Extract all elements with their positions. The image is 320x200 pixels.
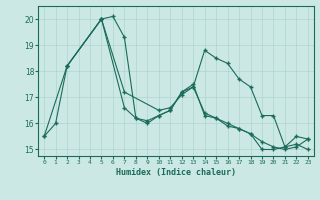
X-axis label: Humidex (Indice chaleur): Humidex (Indice chaleur) [116, 168, 236, 177]
